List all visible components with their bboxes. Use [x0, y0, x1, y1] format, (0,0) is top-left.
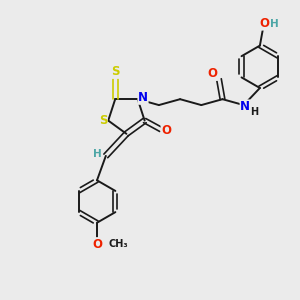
- Text: N: N: [138, 91, 148, 104]
- Text: H: H: [250, 107, 258, 117]
- Text: N: N: [240, 100, 250, 113]
- Text: S: S: [99, 114, 107, 127]
- Text: O: O: [161, 124, 171, 137]
- Text: O: O: [92, 238, 102, 251]
- Text: H: H: [93, 149, 101, 159]
- Text: CH₃: CH₃: [109, 239, 128, 249]
- Text: O: O: [208, 68, 218, 80]
- Text: O: O: [259, 17, 269, 30]
- Text: H: H: [270, 19, 278, 28]
- Text: S: S: [111, 65, 119, 78]
